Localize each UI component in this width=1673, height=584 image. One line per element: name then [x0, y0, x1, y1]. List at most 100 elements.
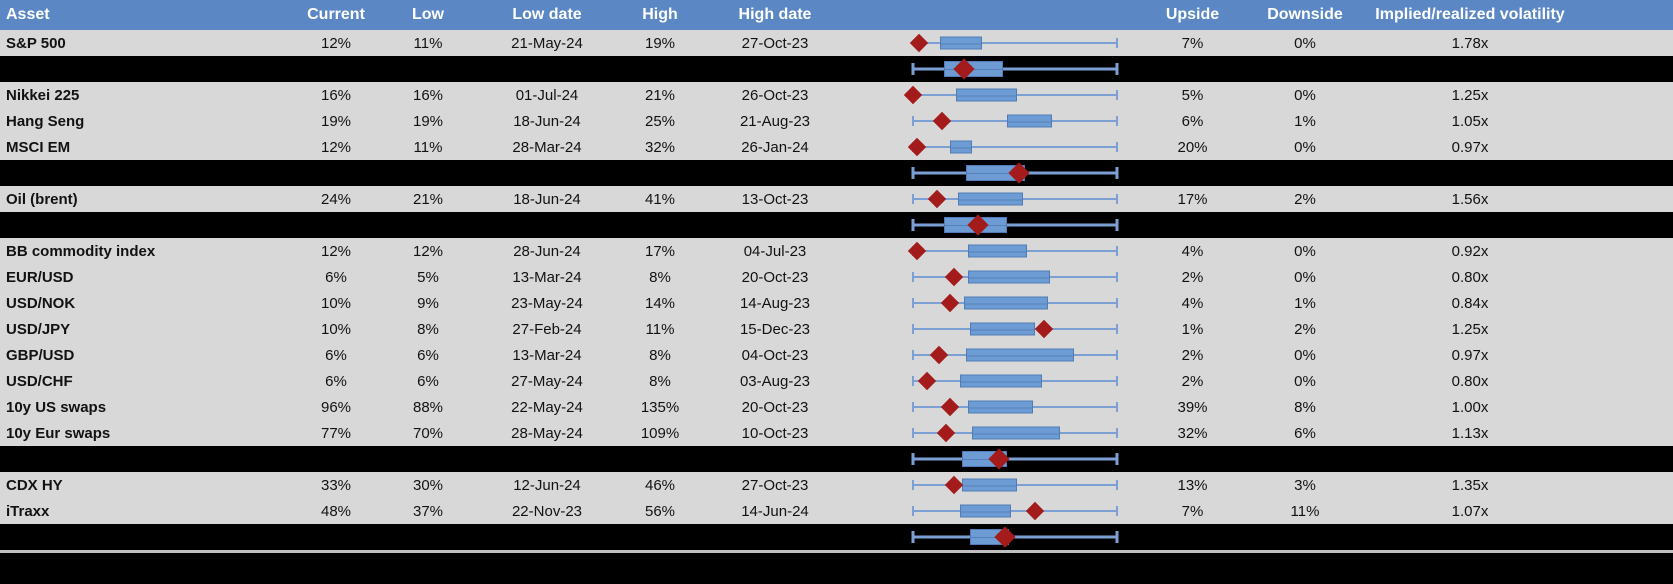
interquartile-box — [957, 192, 1024, 206]
whisker-tick-left — [912, 194, 914, 204]
whisker-tick-right — [1116, 376, 1118, 386]
low-date-cell: 22-Nov-23 — [511, 502, 583, 520]
interquartile-box — [966, 348, 1075, 362]
whisker-tick-left — [911, 219, 915, 231]
boxplot — [912, 342, 1118, 368]
summary-row — [0, 446, 1673, 472]
interquartile-box — [955, 88, 1018, 102]
low-date-cell: 21-May-24 — [511, 34, 583, 52]
asset-name-cell: USD/CHF — [6, 372, 73, 390]
whisker-tick-right — [1116, 298, 1118, 308]
high-cell: 8% — [649, 372, 671, 390]
high-cell: 135% — [640, 398, 680, 416]
whisker-tick-left — [911, 63, 915, 75]
diamond-marker-icon — [1034, 319, 1053, 339]
diamond-marker-icon — [907, 137, 927, 157]
current-cell: 24% — [320, 190, 352, 208]
whisker-tick-right — [1116, 246, 1118, 256]
low-date-cell: 28-Mar-24 — [512, 138, 582, 156]
high-cell: 109% — [640, 424, 680, 442]
vol-ratio-cell: 1.25x — [1451, 320, 1489, 338]
whisker-tick-left — [911, 531, 915, 543]
high-cell: 19% — [644, 34, 676, 52]
boxplot-cell — [850, 56, 1135, 82]
low-cell: 5% — [417, 268, 439, 286]
whisker-tick-right — [1115, 453, 1119, 465]
high-date-cell: 20-Oct-23 — [741, 268, 809, 286]
current-cell: 10% — [320, 294, 352, 312]
whisker-line — [913, 457, 1117, 461]
upside-cell: 20% — [1177, 138, 1208, 156]
diamond-marker-icon — [944, 475, 963, 495]
downside-cell: 0% — [1294, 138, 1316, 156]
boxplot-cell — [850, 264, 1135, 290]
table-row: 10y US swaps 96% 88% 22-May-24 135% 20-Oct-23… — [0, 394, 1673, 420]
vol-ratio-cell: 0.80x — [1451, 268, 1489, 286]
vol-ratio-cell: 1.00x — [1451, 398, 1489, 416]
boxplot-cell — [850, 82, 1135, 108]
table-row: GBP/USD 6% 6% 13-Mar-24 8% 04-Oct-23 2% 0% 0.97x — [0, 342, 1673, 368]
table-body: S&P 500 12% 11% 21-May-24 19% 27-Oct-23 7% 0% 1.… — [0, 30, 1673, 550]
whisker-tick-right — [1115, 219, 1119, 231]
diamond-marker-icon — [903, 85, 923, 105]
interquartile-box — [968, 270, 1050, 284]
asset-name-cell: USD/NOK — [6, 294, 76, 312]
current-cell: 33% — [320, 476, 352, 494]
upside-cell: 6% — [1181, 112, 1204, 130]
low-cell: 88% — [412, 398, 444, 416]
downside-cell: 1% — [1294, 294, 1316, 312]
upside-cell: 2% — [1181, 346, 1204, 364]
downside-cell: 0% — [1294, 242, 1316, 260]
diamond-marker-icon — [940, 293, 959, 313]
diamond-marker-icon — [1026, 501, 1045, 521]
interquartile-box — [966, 165, 1026, 181]
summary-row — [0, 56, 1673, 82]
boxplot — [911, 160, 1119, 186]
table-row: EUR/USD 6% 5% 13-Mar-24 8% 20-Oct-23 2% 0% 0.80x — [0, 264, 1673, 290]
low-cell: 6% — [417, 346, 439, 364]
vol-ratio-cell: 0.80x — [1451, 372, 1489, 390]
boxplot-cell — [850, 186, 1135, 212]
low-cell: 11% — [413, 138, 443, 156]
column-header-low: Low — [412, 6, 444, 23]
diamond-marker-icon — [936, 423, 955, 443]
boxplot-cell — [850, 134, 1135, 160]
low-date-cell: 01-Jul-24 — [515, 86, 579, 104]
low-cell: 21% — [412, 190, 444, 208]
diamond-marker-icon — [907, 241, 927, 261]
high-cell: 25% — [644, 112, 676, 130]
interquartile-box — [970, 322, 1036, 336]
boxplot-cell — [850, 30, 1135, 56]
whisker-line — [913, 146, 1117, 148]
column-header-current: Current — [307, 6, 365, 23]
current-cell: 12% — [320, 242, 352, 260]
summary-row — [0, 160, 1673, 186]
boxplot — [911, 212, 1119, 238]
low-date-cell: 27-Feb-24 — [512, 320, 582, 338]
boxplot-cell — [850, 524, 1135, 550]
current-cell: 12% — [320, 138, 352, 156]
asset-name-cell: MSCI EM — [6, 138, 71, 156]
high-date-cell: 27-Oct-23 — [741, 476, 809, 494]
high-date-cell: 04-Jul-23 — [743, 242, 807, 260]
low-cell: 16% — [412, 86, 444, 104]
whisker-line — [913, 67, 1117, 71]
boxplot — [912, 316, 1118, 342]
boxplot-cell — [850, 446, 1135, 472]
downside-cell: 0% — [1294, 346, 1316, 364]
boxplot — [912, 368, 1118, 394]
asset-name-cell: Nikkei 225 — [6, 86, 80, 104]
interquartile-box — [939, 36, 983, 50]
high-cell: 41% — [644, 190, 676, 208]
whisker-tick-left — [911, 453, 915, 465]
upside-cell: 32% — [1177, 424, 1208, 442]
downside-cell: 8% — [1294, 398, 1316, 416]
asset-name-cell: EUR/USD — [6, 268, 74, 286]
table-row: Nikkei 225 16% 16% 01-Jul-24 21% 26-Oct-23 5% 0… — [0, 82, 1673, 108]
boxplot-cell — [850, 342, 1135, 368]
high-cell: 17% — [644, 242, 676, 260]
boxplot-cell — [850, 498, 1135, 524]
low-date-cell: 13-Mar-24 — [512, 346, 582, 364]
low-cell: 12% — [412, 242, 444, 260]
